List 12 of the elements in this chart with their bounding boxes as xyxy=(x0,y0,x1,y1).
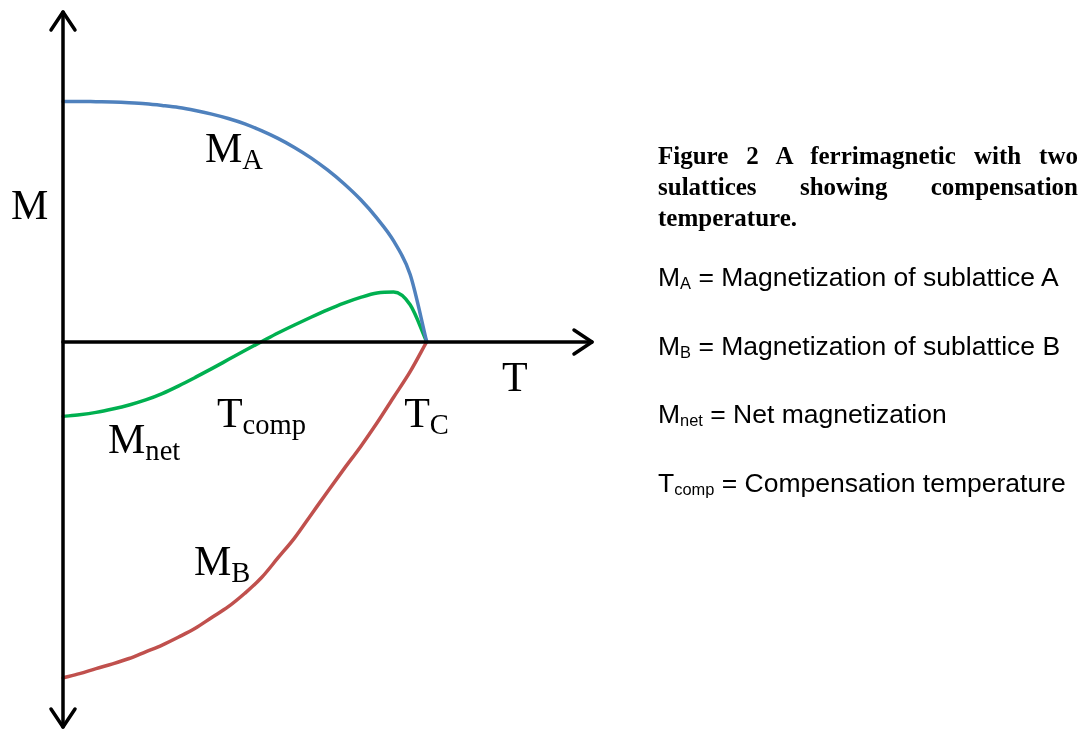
x-tick-label: T$_{comp}$ xyxy=(216,389,306,440)
text: T$_{comp}$ = Compensation temperature xyxy=(658,466,1067,500)
y-axis-title: M xyxy=(11,182,49,228)
text: M$_{B}$ = Magnetization of sublattice B xyxy=(658,329,1062,363)
series-label: M$_{net}$ xyxy=(108,416,181,467)
text: M$_{net}$ = Net magnetization xyxy=(658,398,948,432)
x-tick-label: T$_{C}$ xyxy=(404,389,449,440)
text: M$_{A}$ = Magnetization of sublattice A xyxy=(658,261,1060,295)
text: Figure 2 A ferrimagnetic with two sulattices showing compensation temperature. xyxy=(658,141,1078,233)
x-axis-title: T xyxy=(502,353,528,400)
series-label: M$_{A}$ xyxy=(205,125,263,176)
series-label: M$_{B}$ xyxy=(194,538,251,589)
